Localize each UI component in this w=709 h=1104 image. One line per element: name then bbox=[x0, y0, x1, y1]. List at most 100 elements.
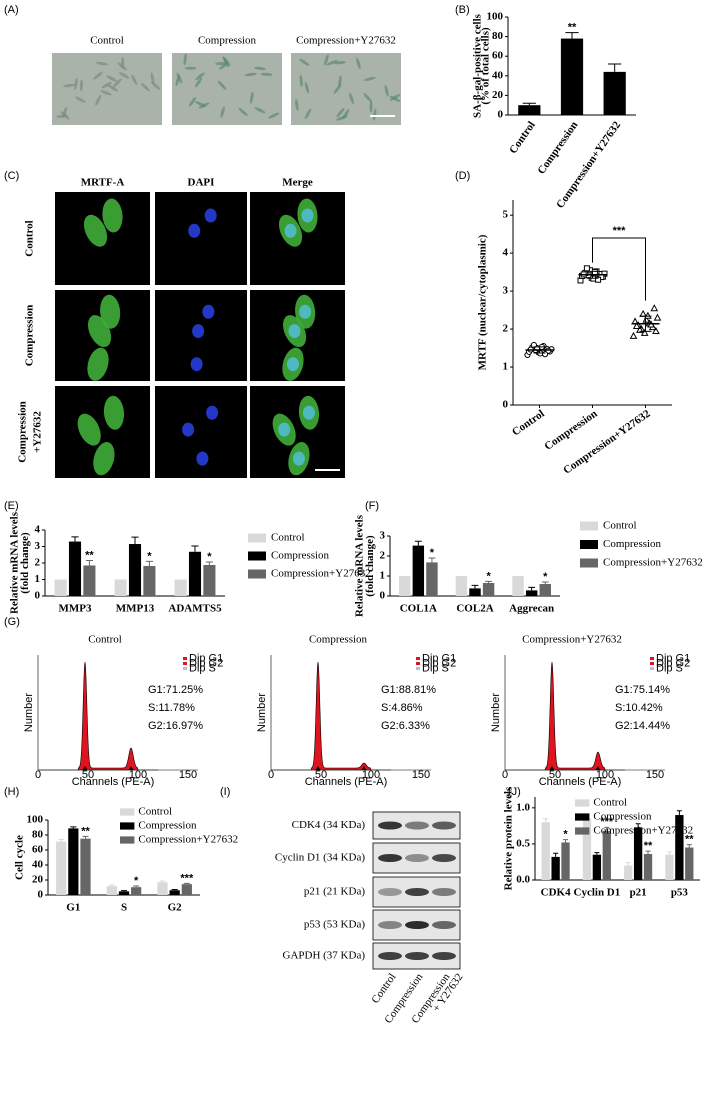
flow-marker bbox=[361, 766, 367, 770]
column-header: Merge bbox=[282, 177, 313, 189]
significance-label: * bbox=[134, 875, 139, 887]
legend-swatch bbox=[575, 827, 590, 835]
bar bbox=[675, 815, 684, 880]
cell bbox=[324, 54, 329, 66]
panel-label: (D) bbox=[455, 170, 470, 182]
cell bbox=[75, 96, 86, 103]
error-bar bbox=[676, 810, 682, 816]
error-bar bbox=[543, 818, 549, 823]
error-bar bbox=[485, 580, 492, 583]
flow-marker bbox=[315, 766, 321, 770]
sd-bar bbox=[533, 346, 546, 354]
error-bar bbox=[133, 885, 140, 888]
error-bar bbox=[171, 889, 178, 891]
flow-legend-swatch bbox=[650, 657, 654, 660]
error-bar bbox=[471, 584, 479, 589]
flow-legend-swatch bbox=[416, 662, 420, 665]
error-bar bbox=[553, 852, 559, 857]
significance-label: * bbox=[543, 571, 548, 583]
y-axis-label: MRTF (nuclear/cytoplasmic) bbox=[477, 234, 489, 370]
panel-label: (H) bbox=[4, 786, 19, 798]
cytoplasm bbox=[103, 395, 125, 430]
cell bbox=[326, 60, 338, 66]
y-axis-label: Cell cycle bbox=[14, 835, 26, 880]
error-bar bbox=[159, 880, 166, 883]
cell bbox=[96, 61, 108, 66]
bar bbox=[412, 545, 425, 596]
bar bbox=[469, 588, 481, 596]
y-tick-label: 1 bbox=[503, 361, 509, 373]
blot-band bbox=[378, 921, 402, 929]
point bbox=[591, 269, 598, 276]
flow-legend-swatch bbox=[183, 662, 187, 665]
bar bbox=[582, 818, 592, 880]
bar bbox=[525, 590, 538, 596]
bar bbox=[633, 827, 643, 880]
nucleus bbox=[286, 357, 299, 372]
bar bbox=[643, 854, 653, 880]
error-bar bbox=[563, 839, 568, 843]
nucleus bbox=[292, 451, 305, 466]
cell bbox=[150, 72, 155, 85]
cell bbox=[299, 58, 310, 66]
y-tick-label: 3 bbox=[35, 540, 41, 552]
legend-swatch bbox=[248, 533, 266, 543]
panel-label: (I) bbox=[220, 786, 230, 798]
significance-label: * bbox=[430, 547, 435, 559]
nucleus bbox=[288, 324, 301, 339]
flow-x-tick-label: 150 bbox=[412, 769, 430, 781]
legend-swatch bbox=[575, 799, 590, 807]
flow-legend-swatch bbox=[416, 657, 420, 660]
y-tick-label: 0 bbox=[503, 399, 509, 411]
x-tick-label: MMP13 bbox=[116, 603, 155, 615]
cell bbox=[118, 72, 130, 79]
blot-band bbox=[378, 854, 402, 862]
legend-label: Compression bbox=[138, 820, 197, 832]
cell bbox=[175, 74, 180, 87]
significance-label: ** bbox=[644, 840, 653, 852]
x-tick-label: p53 bbox=[671, 887, 689, 899]
flow-marker bbox=[82, 766, 88, 770]
blot-band bbox=[405, 854, 429, 862]
cell bbox=[295, 98, 299, 111]
blot-band bbox=[405, 821, 429, 830]
cell bbox=[369, 100, 373, 113]
nucleus bbox=[299, 304, 312, 319]
bar bbox=[426, 562, 438, 596]
cell bbox=[95, 94, 102, 106]
cell bbox=[249, 91, 254, 104]
row-label: Compression bbox=[17, 401, 29, 463]
flow-legend-label: Dip G2 bbox=[656, 657, 690, 669]
y-tick-label: 0 bbox=[38, 889, 44, 901]
blot-label: GAPDH (37 KDa) bbox=[283, 950, 366, 962]
error-bar bbox=[85, 560, 93, 566]
cell bbox=[93, 71, 103, 80]
flow-legend-swatch bbox=[650, 667, 654, 670]
fluorescence-image bbox=[155, 192, 247, 285]
panel-label: (F) bbox=[365, 500, 379, 512]
nucleus bbox=[196, 451, 209, 466]
cell bbox=[198, 102, 210, 109]
bar bbox=[169, 890, 180, 895]
point bbox=[542, 351, 549, 358]
flow-marker bbox=[128, 766, 134, 770]
legend-swatch bbox=[248, 569, 266, 579]
blot-label: p53 (53 KDa) bbox=[304, 919, 365, 931]
flow-stat: G2:16.97% bbox=[148, 720, 203, 732]
cell bbox=[74, 78, 78, 90]
cell bbox=[333, 83, 342, 94]
blot-label: CDK4 (34 KDa) bbox=[292, 819, 366, 831]
x-tick-label: G1 bbox=[66, 902, 80, 914]
bar bbox=[551, 856, 560, 880]
panel-label: (C) bbox=[4, 170, 19, 182]
x-tick-label: CDK4 bbox=[541, 887, 571, 899]
y-tick-label: 0 bbox=[35, 590, 41, 602]
flow-x-tick-label: 100 bbox=[362, 769, 380, 781]
bar bbox=[541, 822, 550, 880]
blot-band bbox=[432, 952, 456, 960]
legend-swatch bbox=[580, 558, 598, 568]
point bbox=[595, 276, 602, 283]
cell bbox=[238, 107, 248, 117]
cell bbox=[364, 76, 376, 81]
flow-x-tick-label: 0 bbox=[35, 769, 41, 781]
